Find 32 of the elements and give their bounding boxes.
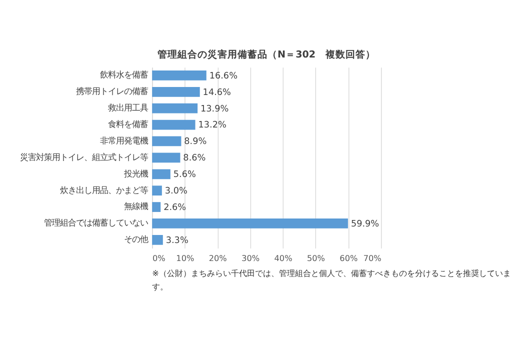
data-label: 5.6%	[173, 170, 196, 180]
data-label: 16.6%	[209, 71, 238, 82]
y-tick-label: 非常用発電機	[100, 136, 148, 146]
text: ※（公財）まちみらい千代田では、管理組合と個人で、備蓄すべきものを分けることを推奨しています。	[152, 268, 511, 292]
data-label: 13.9%	[200, 104, 229, 114]
y-tick-label: 携帯用トイレの備蓄	[76, 87, 148, 98]
data-label: 14.6%	[202, 88, 231, 98]
x-tick-label: 30%	[242, 253, 260, 264]
x-tick-label: 10%	[176, 253, 194, 264]
y-tick-label: 救出用工具	[107, 104, 148, 114]
x-tick-label: 0%	[152, 253, 166, 264]
y-tick-label: その他	[124, 235, 148, 246]
data-label: 8.9%	[184, 137, 207, 148]
y-tick-label: 無線機	[124, 202, 148, 212]
data-label: 3.0%	[164, 186, 188, 197]
x-tick-label: 50%	[306, 253, 326, 264]
y-tick-label: 投光機	[123, 169, 148, 180]
data-label: 2.6%	[164, 202, 186, 213]
y-tick-label: 食料を備蓄	[108, 120, 148, 130]
x-tick-label: 60%	[340, 253, 358, 264]
data-label: 59.9%	[350, 219, 380, 230]
y-tick-label: 災害対策用トイレ、組立式トイレ等	[20, 152, 148, 163]
chart-title: 管理組合の災害用備蓄品（N＝302 複数回答）	[156, 48, 376, 61]
data-label: 13.2%	[198, 120, 226, 131]
y-tick-label: 炊き出し用品、かまど等	[60, 186, 148, 196]
x-tick-label: 40%	[274, 253, 293, 264]
data-label: 8.6%	[183, 154, 206, 164]
y-tick-label: 飲料水を備蓄	[100, 70, 148, 81]
x-tick-label: 70%	[363, 253, 382, 264]
y-tick-label: 管理組合では備蓄していない	[44, 218, 148, 229]
data-label: 3.3%	[166, 236, 188, 246]
x-tick-label: 20%	[208, 253, 228, 264]
